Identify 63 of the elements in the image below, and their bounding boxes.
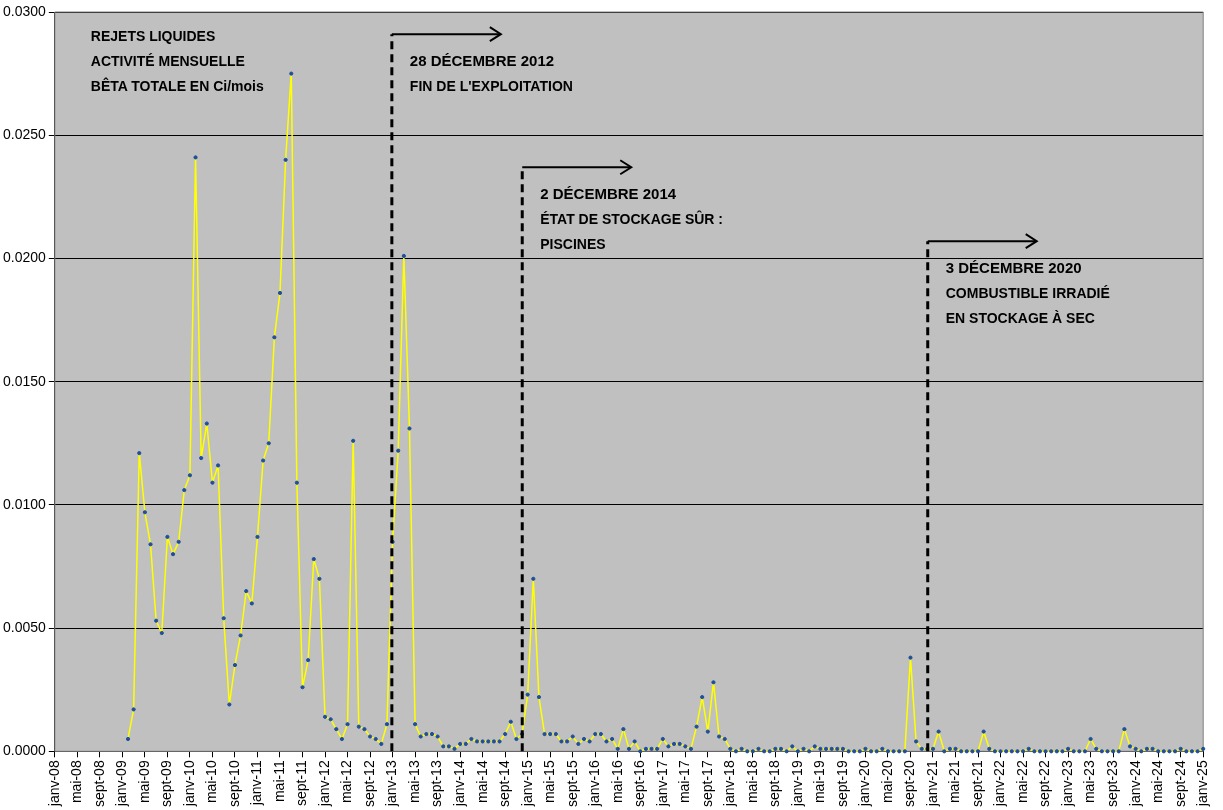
- x-tick-label: janv-08: [45, 760, 62, 808]
- x-tick-label: sept-15: [563, 760, 580, 808]
- x-tick-label: sept-11: [293, 760, 310, 806]
- x-tick-label: mai-17: [676, 760, 693, 804]
- x-tick-label: sept-09: [158, 760, 175, 808]
- x-tick-label: janv-15: [518, 760, 535, 808]
- y-tick-label: 0.0200: [2, 249, 47, 266]
- y-tick-label: 0.0050: [2, 618, 47, 635]
- x-tick-label: janv-13: [383, 760, 400, 808]
- x-tick-label: sept-13: [428, 760, 445, 808]
- x-tick-label: mai-24: [1149, 760, 1166, 804]
- x-tick-label: mai-13: [405, 760, 422, 804]
- y-tick-label: 0.0150: [2, 372, 47, 389]
- x-tick-label: mai-14: [473, 760, 490, 804]
- x-tick-label: sept-19: [833, 760, 850, 808]
- x-tick-label: janv-20: [856, 760, 873, 808]
- x-tick-label: janv-23: [1058, 760, 1075, 808]
- x-tick-label: mai-10: [203, 760, 220, 804]
- x-tick-label: mai-19: [811, 760, 828, 804]
- x-tick-label: janv-10: [180, 760, 197, 808]
- x-tick-label: mai-21: [946, 760, 963, 804]
- y-tick-label: 0.0300: [2, 2, 47, 19]
- x-tick-label: mai-16: [608, 760, 625, 804]
- x-tick-label: janv-14: [450, 760, 467, 808]
- annotation: REJETS LIQUIDES ACTIVITÉ MENSUELLE BÊTA TOTALE EN Ci/mois: [90, 27, 264, 94]
- y-tick-label: 0.0000: [2, 742, 47, 759]
- ref-line-label: 2 DÉCEMBRE 2014 ÉTAT DE STOCKAGE SÛR : PISCINES: [540, 185, 724, 253]
- x-tick-label: mai-22: [1013, 760, 1030, 804]
- x-tick-label: mai-12: [338, 760, 355, 804]
- x-tick-label: janv-18: [721, 760, 738, 808]
- x-tick-label: janv-25: [1194, 760, 1211, 808]
- x-tick-label: sept-23: [1103, 760, 1120, 808]
- x-tick-label: mai-23: [1081, 760, 1098, 804]
- x-tick-label: mai-09: [135, 760, 152, 804]
- x-tick-label: mai-11: [270, 760, 287, 803]
- x-tick-label: sept-21: [968, 760, 985, 808]
- x-tick-label: janv-11: [248, 760, 265, 807]
- x-tick-label: janv-21: [923, 760, 940, 808]
- x-tick-label: mai-08: [68, 760, 85, 804]
- x-tick-label: sept-22: [1036, 760, 1053, 808]
- x-tick-label: janv-17: [653, 760, 670, 808]
- x-tick-label: mai-15: [541, 760, 558, 804]
- x-tick-label: mai-18: [743, 760, 760, 804]
- x-tick-label: sept-18: [766, 760, 783, 808]
- ref-line-label: 3 DÉCEMBRE 2020 COMBUSTIBLE IRRADIÉ EN STOCKAGE À SEC: [945, 259, 1110, 327]
- x-tick-label: sept-10: [225, 760, 242, 808]
- x-tick-label: sept-17: [698, 760, 715, 808]
- x-tick-label: sept-08: [90, 760, 107, 808]
- x-tick-label: janv-22: [991, 760, 1008, 808]
- x-tick-label: sept-20: [901, 760, 918, 808]
- y-tick-label: 0.0100: [2, 495, 47, 512]
- x-tick-label: mai-20: [878, 760, 895, 804]
- x-tick-label: janv-19: [788, 760, 805, 808]
- x-tick-label: sept-16: [631, 760, 648, 808]
- x-tick-label: janv-09: [113, 760, 130, 808]
- x-tick-label: sept-14: [496, 760, 513, 808]
- x-tick-label: janv-24: [1126, 760, 1143, 808]
- x-tick-label: sept-12: [360, 760, 377, 808]
- x-tick-label: sept-24: [1171, 760, 1188, 808]
- y-tick-label: 0.0250: [2, 126, 47, 143]
- x-tick-label: janv-12: [315, 760, 332, 808]
- x-tick-label: janv-16: [586, 760, 603, 808]
- ref-line-label: 28 DÉCEMBRE 2012 FIN DE L'EXPLOITATION: [409, 52, 573, 95]
